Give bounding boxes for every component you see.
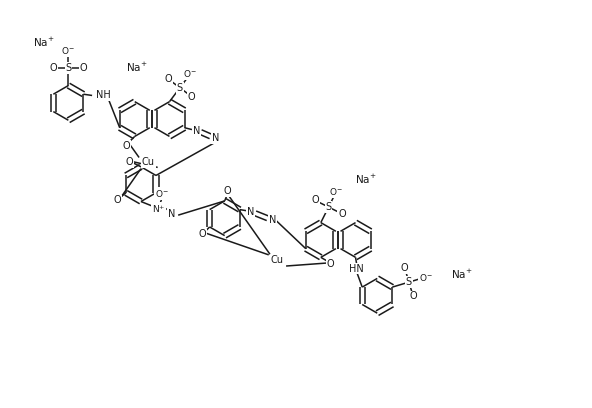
Text: N: N bbox=[212, 133, 219, 143]
Text: O: O bbox=[114, 195, 121, 205]
Text: O: O bbox=[122, 141, 130, 151]
Text: Na$^{+}$: Na$^{+}$ bbox=[451, 268, 472, 281]
Text: O: O bbox=[410, 291, 417, 302]
Text: O$^{-}$: O$^{-}$ bbox=[62, 45, 75, 56]
Text: O$^{-}$: O$^{-}$ bbox=[329, 186, 343, 197]
Text: NH: NH bbox=[96, 91, 111, 100]
Text: O: O bbox=[327, 259, 334, 268]
Text: Cu: Cu bbox=[142, 157, 155, 167]
Text: S: S bbox=[177, 83, 183, 93]
Text: N$^{+}$: N$^{+}$ bbox=[152, 203, 165, 215]
Text: O: O bbox=[126, 157, 134, 167]
Text: O: O bbox=[50, 63, 57, 73]
Text: O: O bbox=[164, 74, 172, 84]
Text: O: O bbox=[79, 63, 87, 73]
Text: O: O bbox=[401, 263, 408, 273]
Text: O$^{-}$: O$^{-}$ bbox=[155, 188, 169, 199]
Text: S: S bbox=[326, 202, 332, 212]
Text: N: N bbox=[192, 126, 200, 136]
Text: Na$^{+}$: Na$^{+}$ bbox=[126, 61, 147, 74]
Text: Na$^{+}$: Na$^{+}$ bbox=[33, 36, 54, 49]
Text: N: N bbox=[247, 207, 255, 217]
Text: O: O bbox=[338, 209, 346, 219]
Text: O: O bbox=[311, 195, 319, 205]
Text: O: O bbox=[188, 92, 195, 102]
Text: O$^{-}$: O$^{-}$ bbox=[419, 272, 433, 283]
Text: N: N bbox=[269, 215, 276, 224]
Text: O: O bbox=[198, 229, 206, 239]
Text: S: S bbox=[65, 63, 72, 73]
Text: N: N bbox=[168, 209, 176, 219]
Text: O$^{-}$: O$^{-}$ bbox=[184, 69, 197, 80]
Text: HN: HN bbox=[349, 264, 364, 273]
Text: Na$^{+}$: Na$^{+}$ bbox=[355, 173, 377, 186]
Text: S: S bbox=[406, 277, 412, 287]
Text: Cu: Cu bbox=[271, 255, 284, 266]
Text: O: O bbox=[224, 186, 231, 196]
